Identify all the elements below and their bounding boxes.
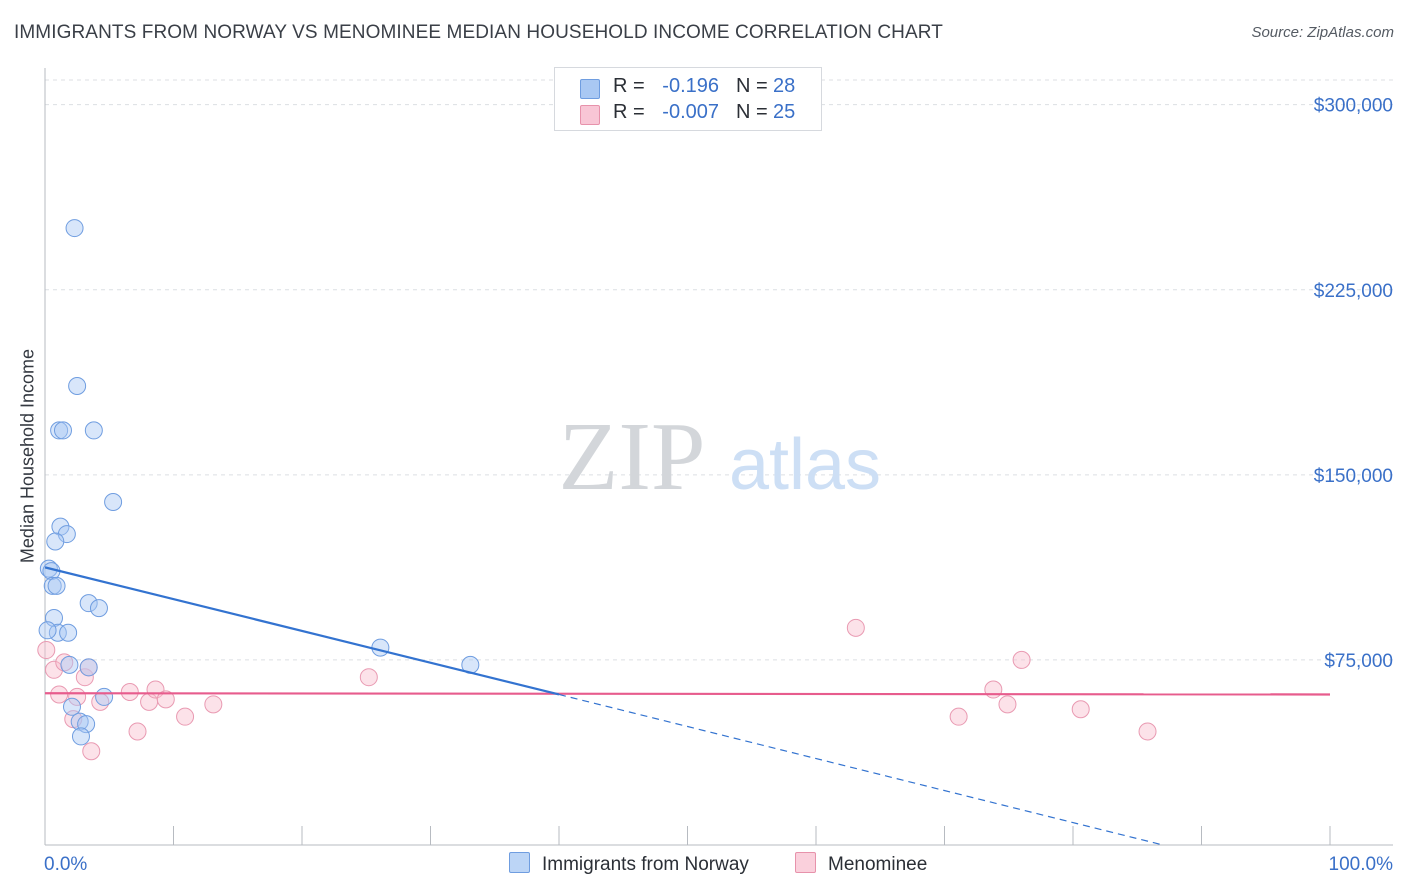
norway-point [50,421,69,440]
menominee-point [82,742,101,761]
norway-trend-extension [558,693,1164,846]
gridlines [45,79,1393,661]
menominee-point [949,707,968,726]
stats-row-menominee: R = -0.007 N = 25 [555,101,821,127]
norway-point [57,525,76,544]
y-tick-label: $150,000 [1314,466,1393,487]
correlation-stats-box: R = -0.196 N = 28 R = -0.007 N = 25 [554,67,822,131]
norway-point [68,377,87,395]
menominee-point [204,695,223,714]
watermark-atlas: atlas [729,425,881,505]
norway-point [62,697,81,716]
menominee-point [359,668,378,687]
norway-point [79,658,98,677]
chart-title: IMMIGRANTS FROM NORWAY VS MENOMINEE MEDI… [14,22,943,43]
norway-point [371,638,390,657]
menominee-point [1012,650,1031,669]
norway-point [60,655,79,674]
watermark: ZIP atlas [559,403,882,511]
r-value: -0.196 [662,75,719,97]
y-tick-label: $75,000 [1324,651,1393,672]
legend-item-norway[interactable]: Immigrants from Norway [509,852,749,876]
menominee-point [55,653,74,672]
norway-point [79,594,98,613]
norway-swatch [580,79,600,99]
r-label: R = [613,101,645,123]
norway-point [59,623,78,642]
norway-point [84,421,103,440]
menominee-point [75,668,94,687]
x-tick-label-min: 0.0% [44,854,87,875]
x-tick-label-max: 100.0% [1329,854,1394,875]
menominee-point [50,685,69,704]
norway-point [43,576,62,595]
norway-point [104,492,123,511]
norway-point [53,421,72,440]
menominee-point [156,690,175,709]
menominee-point [128,722,147,741]
y-tick-labels: $75,000 $150,000 $225,000 $300,000 [1314,96,1393,672]
norway-point [89,599,108,618]
r-value: -0.007 [662,101,719,123]
norway-point [47,576,66,595]
stats-row-norway: R = -0.196 N = 28 [555,75,821,101]
menominee-swatch [580,105,600,125]
legend-label: Immigrants from Norway [542,854,749,875]
watermark-zip: ZIP [559,403,706,511]
axes [44,68,1393,846]
norway-point [71,727,90,746]
menominee-point [120,683,139,701]
y-tick-label: $225,000 [1314,281,1393,302]
menominee-points [37,618,1157,761]
menominee-point [1071,700,1090,719]
n-label: N = [736,101,768,123]
norway-point [95,687,114,706]
r-label: R = [613,75,645,97]
y-tick-label: $300,000 [1314,96,1393,117]
x-tick-labels: 0.0% 100.0% [44,854,1393,875]
n-value: 28 [773,75,796,97]
menominee-point [846,618,865,637]
norway-point [48,623,67,642]
menominee-point [998,695,1017,714]
n-label: N = [736,75,768,97]
legend-label: Menominee [828,854,928,875]
norway-legend-swatch [509,852,530,873]
legend-item-menominee[interactable]: Menominee [795,852,927,876]
source-label: Source: ZipAtlas.com [1251,24,1394,41]
menominee-trend-line [44,692,1331,696]
norway-point [46,532,65,551]
norway-point [65,219,84,238]
norway-points [38,219,480,746]
norway-trend-line [44,566,560,696]
menominee-point [176,707,195,726]
menominee-point [37,641,56,660]
norway-point [38,621,57,640]
menominee-point [1138,722,1157,741]
menominee-legend-swatch [795,852,816,873]
n-value: 25 [773,101,796,123]
trend-lines [44,566,1331,846]
menominee-point [984,680,1003,699]
